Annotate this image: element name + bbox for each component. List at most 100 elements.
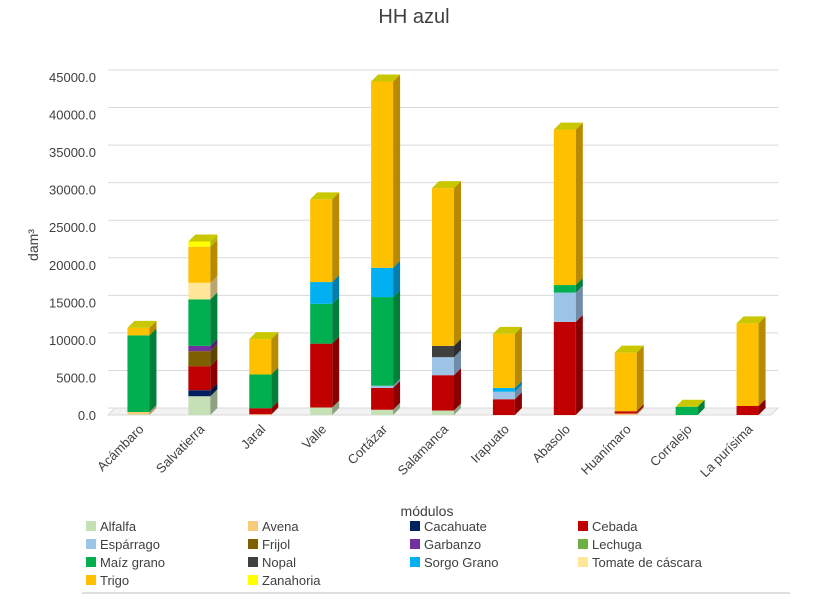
bar-side <box>210 383 218 397</box>
bar-segment-acambaro-trigo <box>127 320 157 336</box>
bar-segment-corralejo-maiz-grano <box>675 399 705 415</box>
bar-top <box>492 326 522 334</box>
bar-side <box>393 378 401 388</box>
legend-swatch <box>410 539 420 549</box>
bar-side <box>636 404 644 414</box>
legend-swatch <box>410 521 420 531</box>
y-tick-label: 20000.0 <box>49 258 96 273</box>
bar-front <box>249 414 272 415</box>
bar-front <box>614 352 637 412</box>
bar-front <box>310 199 333 283</box>
bar-segment-abasolo-trigo <box>553 122 583 286</box>
bar-side <box>454 403 461 415</box>
bar-side <box>454 181 461 346</box>
bar-segment-irapuato-cebada <box>492 392 522 415</box>
bar-side <box>575 285 583 322</box>
bar-side <box>210 389 218 415</box>
legend-swatch <box>578 557 588 567</box>
bar-side <box>271 332 279 375</box>
y-tick-label: 45000.0 <box>49 70 96 85</box>
y-tick-label: 10000.0 <box>49 333 96 348</box>
bar-side <box>758 398 766 415</box>
bar-front <box>736 323 759 406</box>
bar-segment-salvatierra-cebada <box>188 359 218 391</box>
bar-front <box>432 375 454 411</box>
legend-label: Sorgo Grano <box>424 555 498 570</box>
bar-front <box>675 406 698 415</box>
bar-side <box>332 336 340 408</box>
bar-side <box>514 384 522 400</box>
legend-item-trigo: Trigo <box>86 573 129 588</box>
bar-segment-salvatierra-tomate-de-cascara <box>188 275 218 300</box>
bar-segment-salvatierra-zanahoria <box>188 234 218 247</box>
x-tick-label: Corralejo <box>647 422 695 470</box>
bar-front <box>492 391 515 400</box>
bar-segment-la-purisima-trigo <box>736 316 766 406</box>
bar-side <box>149 328 157 412</box>
chart-title: HH azul <box>378 6 449 28</box>
bar-segment-huanimaro-cebada <box>614 404 644 414</box>
bar-stack-irapuato <box>492 326 522 415</box>
bar-top <box>371 74 401 82</box>
legend-label: Trigo <box>100 573 129 588</box>
bar-front <box>127 327 150 336</box>
bar-segment-cortazar-cebada <box>371 380 401 410</box>
legend-swatch <box>248 539 258 549</box>
y-tick-label: 30000.0 <box>49 183 96 198</box>
bar-front <box>492 387 515 392</box>
bar-side <box>271 407 279 415</box>
bar-side <box>454 338 461 358</box>
bar-front <box>188 345 211 352</box>
bar-side <box>697 399 705 415</box>
legend-item-alfalfa: Alfalfa <box>86 519 137 534</box>
bar-side <box>514 380 522 392</box>
bar-segment-cortazar-alfalfa <box>371 402 401 415</box>
bar-front <box>310 303 333 344</box>
bar-segment-salamanca-trigo <box>432 181 461 346</box>
bar-side <box>210 292 218 346</box>
bar-segment-cortazar-maiz-grano <box>371 290 401 386</box>
bar-top <box>736 316 766 324</box>
bar-segment-irapuato-esparrago <box>492 384 522 400</box>
bar-segment-abasolo-maiz-grano <box>553 278 583 293</box>
bar-front <box>127 414 150 415</box>
x-tick-label: Huanímaro <box>578 422 634 478</box>
bar-top <box>127 320 157 328</box>
bar-segment-abasolo-esparrago <box>553 285 583 322</box>
legend-swatch <box>86 557 96 567</box>
legend-label: Cacahuate <box>424 519 487 534</box>
bar-side <box>393 290 401 386</box>
x-tick-label: Irapuato <box>468 422 512 466</box>
x-tick-label: Valle <box>299 422 329 452</box>
legend-swatch <box>86 521 96 531</box>
bar-side <box>514 326 522 388</box>
bar-segment-valle-alfalfa <box>310 400 340 415</box>
bar-front <box>492 399 515 415</box>
bar-front <box>553 292 576 322</box>
bar-stack-jaral <box>249 332 279 415</box>
bar-front <box>310 343 333 408</box>
bar-side <box>393 402 401 415</box>
legend-label: Cebada <box>592 519 638 534</box>
bar-side <box>149 407 157 415</box>
legend-item-garbanzo: Garbanzo <box>410 537 481 552</box>
bar-segment-salvatierra-frijol <box>188 344 218 367</box>
y-tick-label: 25000.0 <box>49 220 96 235</box>
bar-side <box>149 320 157 336</box>
bar-front <box>188 282 211 300</box>
bar-front <box>614 411 637 414</box>
legend-item-sorgo-grano: Sorgo Grano <box>410 555 498 570</box>
legend-item-cebada: Cebada <box>578 519 638 534</box>
bar-front <box>553 129 576 286</box>
bar-segment-valle-maiz-grano <box>310 296 340 344</box>
y-tick-label: 15000.0 <box>49 295 96 310</box>
bar-stack-corralejo <box>675 399 705 415</box>
legend-swatch <box>248 521 258 531</box>
bar-side <box>149 404 157 415</box>
bar-front <box>432 345 454 358</box>
bar-side <box>636 406 644 415</box>
bar-segment-acambaro-avena <box>127 404 157 415</box>
bar-side <box>758 316 766 406</box>
bar-side <box>271 401 279 415</box>
bar-front <box>188 241 211 247</box>
